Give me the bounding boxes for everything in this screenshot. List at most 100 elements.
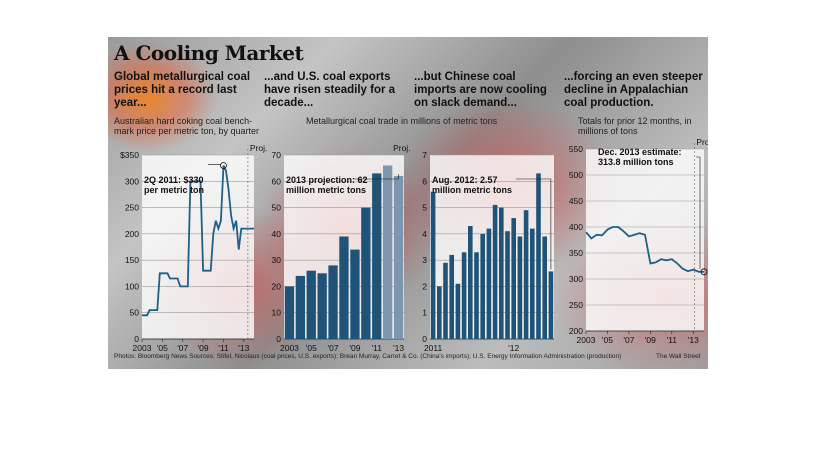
exports-y-tick-label: 20: [272, 281, 282, 291]
imports-x-tick-label: '12: [508, 343, 519, 353]
prices-annotation-leader: [208, 164, 221, 166]
prices-x-tick-label: '07: [177, 343, 188, 353]
exports-x-tick-label: '05: [306, 343, 317, 353]
imports-y-tick-label: 1: [422, 308, 427, 318]
prices-x-tick-label: '09: [198, 343, 209, 353]
exports-y-tick-label: 40: [272, 229, 282, 239]
exports-bar: [339, 236, 349, 339]
panel-exports: 70 60 50 40 30 20 10 0 Proj. 2003 '05 '07 '09 '11 '13 2…: [258, 143, 411, 353]
subhead-prices: Australian hard coking coal bench-mark p…: [114, 116, 260, 136]
prices-annotation: 2Q 2011: $330: [144, 175, 204, 185]
prices-y-tick-label: 50: [130, 308, 140, 318]
imports-bar: [492, 204, 498, 339]
exports-x-tick-label: '07: [328, 343, 339, 353]
exports-bar: [317, 273, 327, 339]
exports-bar: [383, 165, 393, 339]
imports-y-tick-label: 6: [422, 176, 427, 186]
imports-bar: [517, 236, 523, 339]
imports-y-tick-label: 5: [422, 203, 427, 213]
imports-bar: [480, 233, 485, 339]
production-x-tick-label: '11: [667, 335, 678, 345]
production-x-tick-label: 2003: [577, 335, 596, 345]
imports-bar: [523, 210, 529, 339]
footer-credits: Photos: Bloomberg News Sources: Stifel, …: [114, 353, 622, 360]
infographic: A Cooling Market Global metallurgical co…: [108, 37, 708, 369]
imports-bar: [536, 173, 541, 339]
headline-imports: ...but Chinese coal imports are now cool…: [414, 71, 547, 109]
imports-bar: [548, 271, 554, 339]
prices-x-tick-label: 2003: [133, 343, 152, 353]
imports-annotation-leader: [516, 178, 552, 270]
production-annotation-leader: [696, 156, 701, 269]
prices-x-tick-label: '05: [157, 343, 168, 353]
imports-bar: [505, 231, 510, 339]
prices-y-tick-label: 200: [125, 229, 139, 239]
headline-production: ...forcing an even steeper decline in Ap…: [564, 71, 703, 109]
production-y-tick-label: 550: [569, 144, 583, 154]
production-y-tick-label: 200: [569, 326, 583, 336]
imports-y-tick-label: 0: [422, 334, 427, 344]
imports-bar: [530, 228, 535, 339]
imports-bar: [511, 218, 516, 339]
imports-bar: [474, 252, 479, 339]
production-plot-area: [586, 149, 704, 331]
exports-bar: [328, 265, 338, 339]
production-x-tick-label: '09: [645, 335, 656, 345]
prices-x-tick-label: '11: [218, 343, 229, 353]
exports-x-tick-label: 2003: [280, 343, 299, 353]
prices-plot-area: [142, 155, 254, 339]
production-y-tick-label: 300: [569, 274, 583, 284]
exports-projection-label: Proj.: [393, 143, 410, 153]
production-y-tick-label: 400: [569, 222, 583, 232]
imports-bar: [449, 254, 454, 339]
imports-bar: [461, 252, 467, 339]
exports-x-tick-label: '11: [372, 343, 383, 353]
prices-x-tick-label: '13: [238, 343, 249, 353]
imports-bar: [443, 262, 448, 339]
imports-annotation: million metric tons: [432, 185, 512, 195]
headline-prices: Global metallurgical coal prices hit a r…: [114, 71, 251, 109]
exports-bar: [393, 176, 404, 339]
prices-series-line: [142, 165, 254, 317]
footer-publisher: The Wall Street: [656, 353, 701, 360]
exports-y-tick-label: 0: [276, 334, 281, 344]
production-y-tick-label: 250: [569, 300, 583, 310]
exports-y-tick-label: 50: [272, 203, 282, 213]
production-annotation: Dec. 2013 estimate:: [598, 147, 682, 157]
exports-y-tick-label: 30: [272, 255, 282, 265]
imports-y-tick-label: 2: [422, 281, 427, 291]
exports-x-tick-label: '13: [393, 343, 404, 353]
exports-y-tick-label: 70: [272, 150, 282, 160]
prices-y-tick-label: 100: [125, 281, 139, 291]
imports-y-tick-label: 4: [422, 229, 427, 239]
prices-y-tick-label: 250: [125, 203, 139, 213]
subhead-production: Totals for prior 12 months, in millions …: [578, 116, 692, 136]
panel-prices: $350 300 250 200 150 100 50 0 Proj. 2003 '05 '07 '09…: [110, 143, 267, 353]
exports-bar: [284, 286, 295, 339]
imports-bar: [486, 228, 492, 339]
prices-projection-label: Proj.: [250, 143, 267, 153]
exports-annotation: 2013 projection: 62: [286, 175, 368, 185]
panel-imports: 7 6 5 4 3 2 1 0 2011 '12 Aug. 2012: 2.57 million me…: [408, 143, 558, 353]
exports-annotation: million metric tons: [286, 185, 366, 195]
prices-y-tick-label: 0: [134, 334, 139, 344]
exports-bar: [306, 270, 316, 339]
exports-y-tick-label: 10: [272, 308, 282, 318]
exports-x-tick-label: '09: [349, 343, 360, 353]
production-y-tick-label: 450: [569, 196, 583, 206]
imports-bar: [437, 286, 442, 339]
production-y-tick-label: 500: [569, 170, 583, 180]
production-x-tick-label: '07: [623, 335, 634, 345]
prices-annotation: per metric ton: [144, 185, 204, 195]
chart-production: 550 500 450 400 350 300 250 200 Proj. 2003 '05 '07 '…: [569, 137, 708, 345]
imports-bar: [468, 226, 473, 339]
imports-bar: [455, 283, 461, 339]
imports-bar: [430, 191, 436, 339]
production-x-tick-label: '05: [602, 335, 613, 345]
headline-exports: ...and U.S. coal exports have risen stea…: [264, 71, 396, 109]
imports-x-tick-label: 2011: [424, 343, 443, 353]
panel-production: 550 500 450 400 350 300 250 200 Proj. 2003 '05 '07 '…: [558, 137, 708, 353]
production-annotation-marker: [700, 268, 708, 276]
production-series-line: [585, 226, 705, 273]
exports-annotation-leader: [354, 174, 399, 180]
